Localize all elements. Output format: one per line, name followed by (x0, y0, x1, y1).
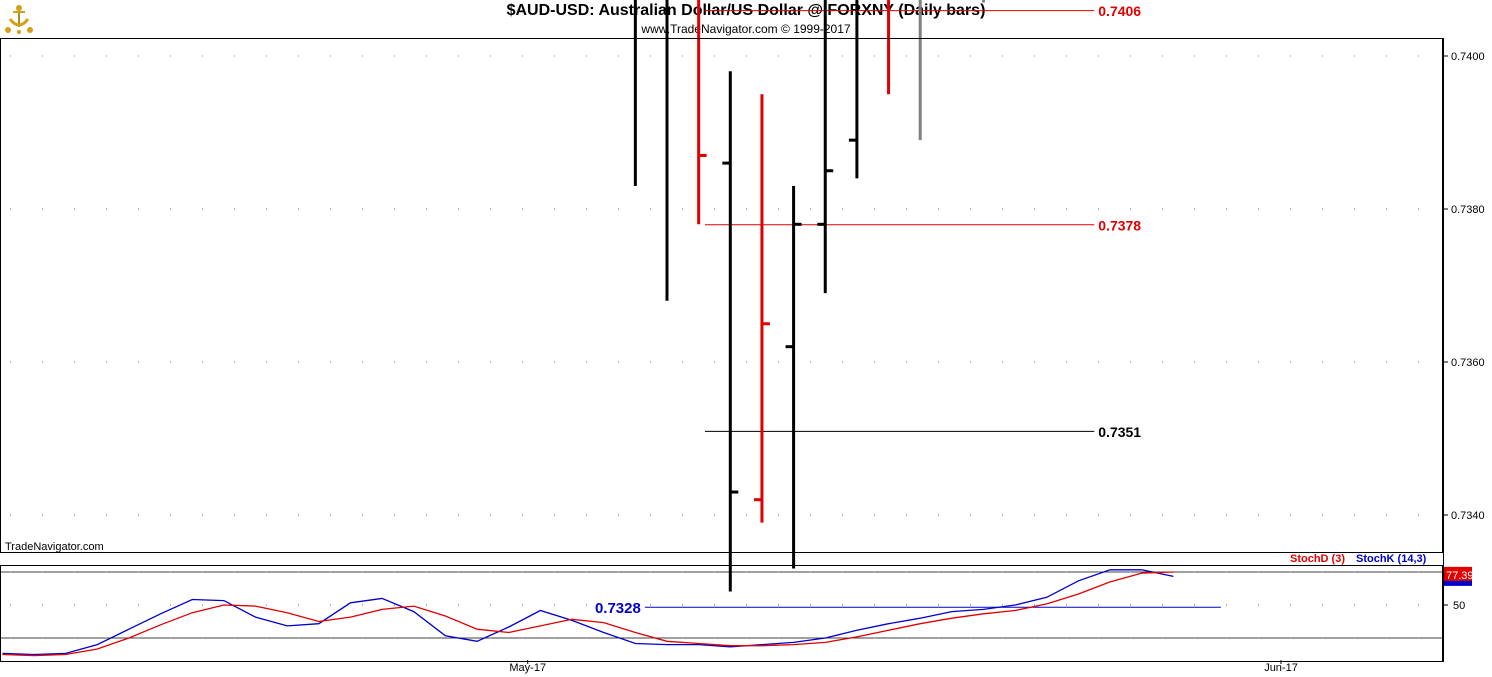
stoch-k-legend: StochK (14,3) (1356, 553, 1427, 565)
ohlc-bar[interactable] (722, 71, 739, 592)
level-label: 0.7328 (595, 600, 641, 617)
ohlc-bar[interactable] (912, 0, 928, 141)
y-tick-label: 0.7360 (1451, 357, 1485, 369)
ohlc-bar[interactable] (881, 0, 897, 95)
ohlc-bar[interactable] (976, 0, 992, 3)
y-tick-label: 0.7400 (1451, 51, 1485, 63)
level-label: 0.7406 (1098, 3, 1141, 19)
watermark-text: TradeNavigator.com (5, 541, 104, 553)
ship-wheel-icon[interactable] (2, 1, 36, 35)
ohlc-bar[interactable] (627, 0, 643, 187)
ohlc-bar[interactable] (785, 186, 802, 569)
x-tick-label: May-17 (509, 662, 546, 674)
stoch-y-tick-label: 50 (1453, 600, 1465, 612)
stoch-d-line (2, 571, 1174, 657)
price-pane-frame (0, 38, 1443, 553)
stoch-d-value-box (1444, 566, 1472, 582)
price-pane[interactable]: 0.75820.75800.75600.75390.75370.75310.75… (10, 0, 1440, 617)
level-label: 0.7378 (1098, 217, 1141, 233)
stoch-k-line (2, 569, 1174, 656)
ohlc-bar[interactable] (753, 94, 770, 523)
y-tick-label: 0.7340 (1451, 510, 1485, 522)
stochastic-pane[interactable]: StochD (3) StochK (14,3) (1, 553, 1443, 657)
ohlc-bar[interactable] (848, 0, 865, 179)
level-label: 0.7351 (1098, 424, 1141, 440)
stoch-k-value-box (1444, 580, 1472, 586)
stoch-pane-frame (0, 565, 1443, 662)
y-tick-label: 0.7380 (1451, 204, 1485, 216)
chart-subtitle: www.TradeNavigator.com © 1999-2017 (641, 22, 851, 36)
ohlc-bar[interactable] (659, 0, 675, 301)
stoch-d-value-label: 77.39 (1446, 570, 1474, 582)
ohlc-bar[interactable] (817, 0, 834, 294)
ohlc-bar[interactable] (691, 0, 707, 225)
x-tick-label: Jun-17 (1264, 662, 1298, 674)
stoch-d-legend: StochD (3) (1290, 553, 1345, 565)
